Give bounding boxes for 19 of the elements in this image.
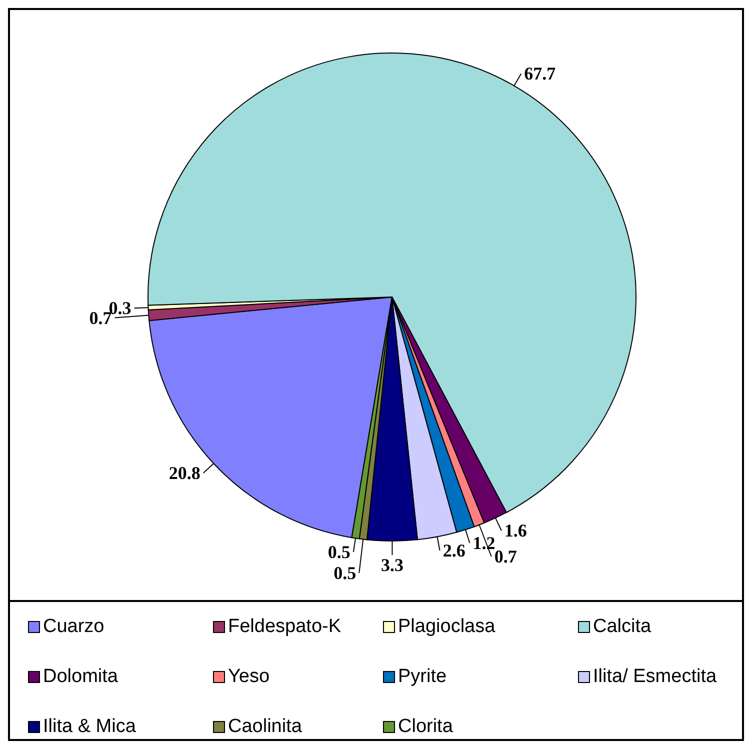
data-label: 1.6 (504, 520, 527, 541)
legend-label: Pyrite (398, 666, 447, 688)
data-label: 0.7 (494, 546, 517, 567)
legend-label: Ilita & Mica (43, 716, 136, 738)
legend-label: Clorita (398, 716, 453, 738)
legend-label: Ilita/ Esmectita (593, 666, 717, 688)
legend-label: Plagioclasa (398, 616, 496, 638)
data-label: 0.5 (328, 542, 350, 562)
legend-label: Yeso (228, 666, 270, 688)
data-label: 0.5 (334, 563, 356, 584)
legend-label: Cuarzo (43, 616, 104, 638)
legend-label: Caolinita (228, 716, 302, 738)
legend-label: Feldespato-K (228, 616, 342, 638)
data-label: 67.7 (524, 64, 556, 84)
data-label: 2.6 (442, 540, 466, 561)
data-label: 20.8 (168, 463, 200, 484)
data-label: 3.3 (380, 555, 404, 575)
legend-label: Calcita (593, 616, 652, 638)
legend-label: Dolomita (43, 666, 118, 688)
